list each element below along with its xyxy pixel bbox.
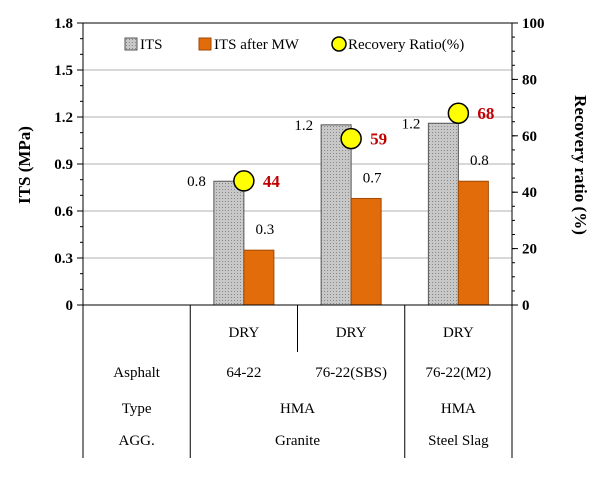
recovery-ratio-label: 68	[477, 104, 494, 123]
y-left-tick-label: 1.5	[54, 63, 73, 79]
y-left-tick-label: 0.6	[54, 204, 73, 220]
y-right-tick-label: 60	[522, 129, 537, 145]
legend-its-mw-label: ITS after MW	[214, 37, 300, 53]
its-bar	[427, 122, 459, 306]
y-left-tick-label: 0.9	[54, 157, 73, 173]
legend-its-mw-swatch	[198, 37, 212, 51]
recovery-ratio-marker	[233, 170, 255, 192]
y-right-tick-label: 100	[522, 16, 545, 32]
its-value-label: 1.2	[294, 118, 313, 134]
y-left-tick-label: 0.3	[54, 251, 73, 267]
data-labels: 0.8 0.3 44 1.2 0.7 59 1.2 0.8 68	[187, 102, 494, 238]
its-after-mw-bar	[350, 197, 382, 306]
its-after-mw-bar	[243, 249, 275, 306]
asphalt-grade-label: 76-22(SBS)	[315, 365, 387, 381]
recovery-ratio-marker	[447, 102, 470, 124]
legend-ratio-marker	[331, 36, 347, 52]
table-row-label: Type	[122, 401, 152, 417]
its-value-label: 0.8	[187, 174, 206, 190]
condition-label: DRY	[228, 325, 259, 341]
y-right-tick-label: 0	[522, 298, 530, 314]
legend-its-swatch	[124, 37, 138, 51]
its-after-mw-value-label: 0.7	[363, 170, 382, 186]
legend: ITS ITS after MW Recovery Ratio(%)	[124, 36, 464, 53]
condition-label: DRY	[443, 325, 474, 341]
condition-label: DRY	[336, 325, 367, 341]
its-after-mw-bar	[457, 180, 489, 306]
its-value-label: 1.2	[402, 116, 421, 132]
type-cell: HMA	[280, 401, 315, 417]
recovery-ratio-marker	[340, 127, 362, 150]
aggregate-cell: Steel Slag	[428, 433, 489, 449]
y-axis-left-title: ITS (MPa)	[15, 126, 34, 204]
y-right-tick-label: 20	[522, 242, 537, 258]
bars	[213, 122, 489, 306]
y-left-tick-label: 0	[66, 298, 74, 314]
table-row-label: AGG.	[119, 433, 155, 449]
asphalt-grade-label: 76-22(M2)	[425, 365, 491, 381]
aggregate-cell: Granite	[275, 433, 320, 449]
its-after-mw-value-label: 0.8	[470, 153, 489, 169]
type-cell: HMA	[441, 401, 476, 417]
recovery-ratio-label: 44	[263, 172, 281, 191]
its-bar	[213, 180, 245, 306]
y-right-tick-label: 80	[522, 72, 537, 88]
legend-ratio-label: Recovery Ratio(%)	[348, 37, 464, 53]
y-axis-right-title: Recovery ratio (%)	[571, 95, 590, 235]
legend-its-label: ITS	[140, 37, 163, 53]
table-row-label: Asphalt	[113, 365, 160, 381]
y-left-tick-label: 1.8	[54, 16, 73, 32]
its-bar	[320, 124, 352, 306]
axes: 0 0.3 0.6 0.9 1.2 1.5 1.8 0 20 40 60 80 100	[54, 16, 544, 314]
asphalt-grade-label: 64-22	[226, 365, 261, 381]
y-right-tick-label: 40	[522, 185, 537, 201]
recovery-ratio-label: 59	[370, 130, 387, 149]
category-table: DRY 64-22 DRY 76-22(SBS) DRY 76-22(M2) Asphalt…	[82, 305, 513, 458]
y-left-tick-label: 1.2	[54, 110, 73, 126]
its-after-mw-value-label: 0.3	[256, 222, 275, 238]
